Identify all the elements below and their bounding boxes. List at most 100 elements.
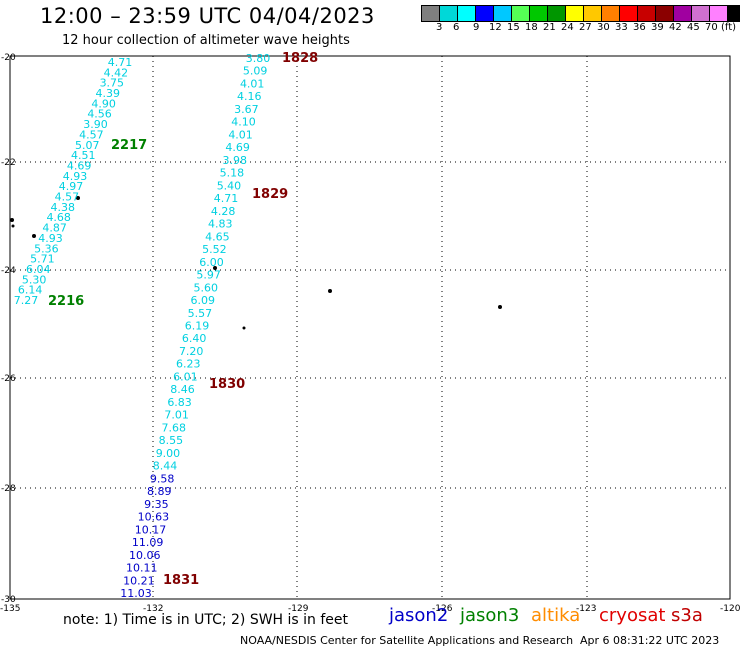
- page-title: 12:00 – 23:59 UTC 04/04/2023: [40, 4, 375, 28]
- legend-entry-s3a: s3a: [671, 605, 703, 626]
- longitude-tick-label: -126: [432, 604, 453, 614]
- island-marker: [76, 196, 80, 200]
- units-note: note: 1) Time is in UTC; 2) SWH is in fe…: [63, 612, 349, 628]
- color-swatch: [620, 6, 638, 21]
- wave-height-label: 6.83: [167, 396, 192, 409]
- wave-height-label: 8.44: [153, 460, 178, 473]
- wave-height-label: 10.63: [138, 511, 170, 524]
- wave-height-label: 6.14: [18, 284, 43, 297]
- wave-height-label: 5.07: [75, 139, 100, 152]
- wave-height-label: 9.35: [144, 498, 169, 511]
- wave-height-label: 6.09: [191, 294, 216, 307]
- wave-height-label: 7.20: [179, 345, 204, 358]
- longitude-tick-label: -129: [288, 604, 309, 614]
- color-swatch: [728, 6, 740, 21]
- color-scale-label: 45: [687, 22, 700, 33]
- wave-height-label: 5.40: [217, 179, 242, 192]
- credit-line: NOAA/NESDIS Center for Satellite Applica…: [240, 634, 574, 647]
- island-marker: [328, 289, 332, 293]
- wave-height-label: 5.18: [220, 167, 245, 180]
- wave-height-label: 4.69: [225, 141, 250, 154]
- pass-time-label: 1831: [163, 573, 199, 588]
- wave-height-label: 6.19: [185, 320, 210, 333]
- island-marker: [498, 305, 502, 309]
- wave-height-label: 7.01: [164, 409, 189, 422]
- color-scale-label: 21: [543, 22, 556, 33]
- wave-height-label: 7.68: [162, 421, 187, 434]
- wave-height-label: 6.01: [173, 370, 198, 383]
- wave-height-label: 4.71: [214, 192, 239, 205]
- longitude-tick-label: -132: [143, 604, 163, 614]
- color-swatch: [548, 6, 566, 21]
- wave-height-label: 10.06: [129, 549, 161, 562]
- color-scale-label: 12: [489, 22, 502, 33]
- longitude-tick-label: -135: [0, 604, 20, 614]
- wave-height-label: 4.87: [42, 222, 67, 235]
- wave-height-label: 4.42: [104, 66, 129, 79]
- color-swatch: [458, 6, 476, 21]
- island-marker: [242, 326, 246, 330]
- color-swatch: [710, 6, 728, 21]
- wave-height-label: 4.01: [240, 77, 265, 90]
- latitude-tick-label: -30: [1, 595, 16, 605]
- wave-height-label: 4.10: [231, 116, 256, 129]
- pass-time-label: 2216: [48, 294, 84, 309]
- color-scale-label: 30: [597, 22, 610, 33]
- color-scale-label: 70: [705, 22, 718, 33]
- wave-height-label: 3.80: [246, 52, 271, 65]
- wave-height-label: 7.27: [14, 294, 39, 307]
- wave-height-label: 4.90: [91, 97, 116, 110]
- color-scale-label: (ft): [721, 22, 737, 33]
- wave-height-label: 11.03: [120, 587, 152, 600]
- color-scale-label: 27: [579, 22, 592, 33]
- color-swatch: [656, 6, 674, 21]
- wave-height-label: 3.67: [234, 103, 259, 116]
- wave-height-label: 3.98: [223, 154, 248, 167]
- wave-height-label: 4.65: [205, 230, 230, 243]
- latitude-tick-label: -20: [1, 53, 16, 63]
- color-scale-label: 24: [561, 22, 574, 33]
- wave-height-label: 9.58: [150, 472, 175, 485]
- wave-height-label: 5.09: [243, 65, 268, 78]
- color-swatch: [674, 6, 692, 21]
- longitude-tick-label: -120: [720, 604, 740, 614]
- wave-height-label: 3.90: [83, 118, 108, 131]
- color-scale-label: 3: [436, 22, 443, 33]
- color-swatch: [530, 6, 548, 21]
- wave-height-label: 4.93: [38, 232, 63, 245]
- color-scale-label: 33: [615, 22, 628, 33]
- wave-height-label: 4.69: [67, 159, 92, 172]
- latitude-tick-label: -26: [1, 374, 16, 384]
- latitude-tick-label: -24: [1, 266, 16, 276]
- wave-height-label: 5.97: [196, 269, 221, 282]
- latitude-tick-label: -28: [1, 484, 16, 494]
- wave-height-label: 4.57: [79, 128, 104, 141]
- wave-height-label: 4.68: [46, 211, 71, 224]
- pass-time-label: 1830: [209, 377, 245, 392]
- longitude-tick-label: -123: [576, 604, 596, 614]
- color-swatch: [512, 6, 530, 21]
- color-swatch: [566, 6, 584, 21]
- wave-height-label: 5.30: [22, 273, 47, 286]
- wave-height-label: 4.16: [237, 90, 262, 103]
- wave-height-label: 4.71: [108, 56, 133, 69]
- wave-height-label: 4.83: [208, 218, 233, 231]
- wave-height-label: 6.00: [199, 256, 224, 269]
- latitude-tick-label: -22: [1, 158, 16, 168]
- wave-height-label: 8.46: [170, 383, 195, 396]
- color-scale-bar: [421, 5, 740, 22]
- color-scale-label: 36: [633, 22, 646, 33]
- color-scale-label: 15: [507, 22, 520, 33]
- wave-height-label: 4.28: [211, 205, 236, 218]
- wave-height-label: 10.17: [135, 523, 167, 536]
- wave-height-label: 10.21: [123, 574, 155, 587]
- color-scale-label: 6: [453, 22, 460, 33]
- color-swatch: [602, 6, 620, 21]
- wave-height-label: 5.57: [188, 307, 213, 320]
- wave-height-label: 10.11: [126, 562, 158, 575]
- wave-height-label: 4.51: [71, 149, 96, 162]
- wave-height-label: 5.60: [193, 281, 218, 294]
- wave-height-label: 4.97: [59, 180, 84, 193]
- wave-height-label: 4.39: [95, 87, 120, 100]
- color-swatch: [638, 6, 656, 21]
